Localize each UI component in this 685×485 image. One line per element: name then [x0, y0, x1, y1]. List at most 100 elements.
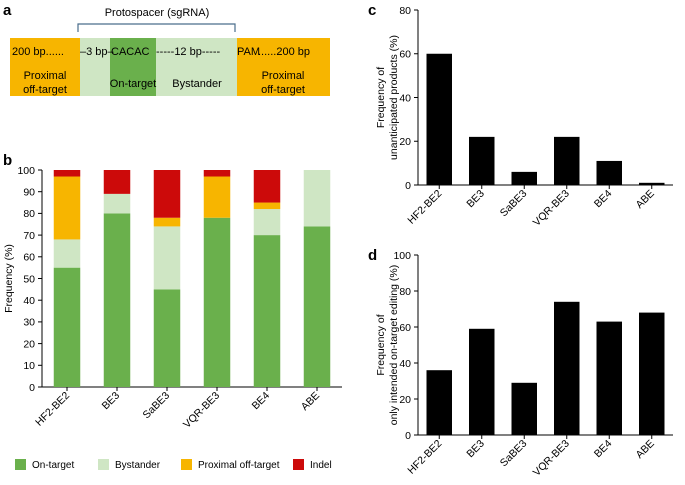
- panel-a-letter: a: [3, 2, 12, 19]
- chart-b-bar-HF2-BE2-proximal-off-target: [53, 176, 81, 240]
- proximal-right-label-1: Proximal: [262, 70, 305, 82]
- legend-label-bystander: Bystander: [115, 460, 161, 471]
- right-sequence: ......200 bp: [258, 46, 310, 58]
- chart-b-bar-ABE-bystander: [303, 170, 331, 227]
- mid-sequence-2: -----12 bp-----: [156, 46, 220, 58]
- chart-d-y-tick-label: 60: [399, 322, 411, 334]
- legend-swatch-indel: [293, 459, 304, 470]
- chart-d-bar: 0 20 40 60 80 100 HF2-BE2 BE3 SaBE3 VQR-BE3 BE4 ABE…: [375, 250, 673, 479]
- chart-c-y-tick-label: 20: [399, 136, 411, 148]
- chart-c-y-tick-label: 80: [399, 5, 411, 17]
- chart-c-bar: 0 20 40 60 80 HF2-BE2 BE3 SaBE3 VQR-BE3 BE4 ABE Fre…: [375, 5, 673, 229]
- chart-d-x-tick-label: SaBE3: [498, 438, 530, 470]
- chart-c-y-tick-label: 0: [405, 180, 411, 192]
- chart-b-y-tick-label: 90: [23, 187, 35, 199]
- chart-d-bar-ABE: [639, 312, 665, 435]
- chart-c-x-tick-label: VQR-BE3: [531, 188, 572, 229]
- chart-c-x-tick-label: BE3: [464, 188, 487, 211]
- chart-b-bar-HF2-BE2-bystander: [53, 239, 81, 268]
- chart-b-y-tick-label: 10: [23, 360, 35, 372]
- chart-b-bar-SaBE3-bystander: [153, 226, 181, 290]
- chart-d-y-label-line-2: only intended on-target editing (%): [388, 265, 400, 426]
- chart-c-x-tick-label: HF2-BE2: [405, 188, 444, 227]
- chart-d-y-tick-label: 100: [393, 250, 411, 262]
- chart-b-y-label: Frequency (%): [3, 244, 15, 313]
- pam-sequence: PAM: [237, 46, 260, 58]
- chart-b-bar-BE4-bystander: [253, 209, 281, 236]
- chart-c-y-tick-label: 40: [399, 92, 411, 104]
- chart-b-y-tick-label: 80: [23, 208, 35, 220]
- chart-d-x-tick-label: ABE: [634, 438, 657, 461]
- chart-d-bar-SaBE3: [511, 382, 537, 435]
- chart-b-y-tick-label: 40: [23, 295, 35, 307]
- chart-b-bar-HF2-BE2-on-target: [53, 267, 81, 387]
- protospacer-bracket: [77, 23, 236, 32]
- chart-d-x-tick-label: BE4: [592, 438, 615, 461]
- chart-d-x-tick-label: BE3: [464, 438, 487, 461]
- chart-b-x-tick-label: SaBE3: [141, 390, 173, 422]
- mid-sequence-1: –3 bp–: [80, 46, 115, 58]
- chart-b-x-tick-label: BE4: [250, 390, 273, 413]
- chart-c-bar-BE4: [596, 160, 622, 185]
- chart-b-y-tick-label: 20: [23, 338, 35, 350]
- legend-swatch-bystander: [98, 459, 109, 470]
- chart-b-bar-SaBE3-indel: [153, 170, 181, 218]
- chart-d-x-tick-label: HF2-BE2: [405, 438, 444, 477]
- panel-d-letter: d: [368, 247, 377, 264]
- proximal-left-label-2: off-target: [23, 84, 67, 96]
- proximal-right-region: [237, 38, 330, 96]
- legend-swatch-on-target: [15, 459, 26, 470]
- sgrna-schematic: Protospacer (sgRNA) 200 bp...... –3 bp– …: [10, 7, 330, 96]
- chart-d-y-label-line-1: Frequency of: [375, 314, 387, 375]
- chart-d-bar-HF2-BE2: [426, 370, 452, 435]
- chart-b-y-tick-label: 50: [23, 273, 35, 285]
- chart-b-y-tick-label: 60: [23, 252, 35, 264]
- chart-b-bar-VQR-BE3-on-target: [203, 217, 231, 387]
- chart-b-bar-HF2-BE2-indel: [53, 170, 81, 177]
- chart-c-x-tick-label: SaBE3: [498, 188, 530, 220]
- chart-b-x-tick-label: HF2-BE2: [33, 390, 72, 429]
- on-target-region: [110, 38, 156, 96]
- panel-b-letter: b: [3, 152, 12, 169]
- legend-label-indel: Indel: [310, 460, 332, 471]
- chart-b-bar-BE4-on-target: [253, 235, 281, 387]
- chart-d-y-tick-label: 20: [399, 394, 411, 406]
- spacer-left-region: [80, 38, 110, 96]
- on-target-label: On-target: [110, 78, 156, 90]
- chart-b-x-tick-label: BE3: [100, 390, 123, 413]
- chart-b-y-tick-label: 0: [29, 382, 35, 394]
- chart-c-bar-SaBE3: [511, 171, 537, 185]
- chart-d-bar-BE4: [596, 321, 622, 435]
- chart-c-bar-VQR-BE3: [554, 136, 580, 185]
- proximal-left-label-1: Proximal: [24, 70, 67, 82]
- chart-c-y-label-line-1: Frequency of: [375, 67, 387, 128]
- chart-d-y-tick-label: 80: [399, 286, 411, 298]
- chart-c-bar-HF2-BE2: [426, 53, 452, 185]
- proximal-left-region: [10, 38, 80, 96]
- bystander-label: Bystander: [172, 78, 222, 90]
- chart-b-bar-BE3-bystander: [103, 193, 131, 214]
- chart-b-bar-ABE-on-target: [303, 226, 331, 387]
- chart-d-y-tick-label: 40: [399, 358, 411, 370]
- chart-b-y-tick-label: 30: [23, 317, 35, 329]
- chart-c-y-tick-label: 60: [399, 49, 411, 61]
- panel-c-letter: c: [368, 2, 376, 19]
- chart-c-bar-BE3: [469, 136, 495, 185]
- chart-c-bar-ABE: [639, 182, 665, 185]
- chart-b-x-tick-label: VQR-BE3: [181, 390, 222, 431]
- chart-b-bar-BE3-on-target: [103, 213, 131, 387]
- chart-c-x-tick-label: ABE: [634, 188, 657, 211]
- chart-b-bar-SaBE3-proximal-off-target: [153, 217, 181, 227]
- chart-c-y-label-line-2: unanticipated products (%): [388, 35, 400, 160]
- legend-label-proximal-off-target: Proximal off-target: [198, 460, 280, 471]
- chart-b-x-tick-label: ABE: [299, 390, 322, 413]
- chart-b-stacked-bar: 0 10 20 30 40 50 60 70 80 90 100 HF2-BE2 BE3 SaBE3 VQR…: [3, 165, 342, 431]
- proximal-right-label-2: off-target: [261, 84, 305, 96]
- chart-b-bar-BE3-indel: [103, 170, 131, 194]
- protospacer-label: Protospacer (sgRNA): [105, 7, 210, 19]
- chart-b-bar-VQR-BE3-proximal-off-target: [203, 176, 231, 218]
- left-sequence: 200 bp......: [12, 46, 64, 58]
- legend-swatch-proximal-off-target: [181, 459, 192, 470]
- chart-b-bar-BE4-proximal-off-target: [253, 202, 281, 210]
